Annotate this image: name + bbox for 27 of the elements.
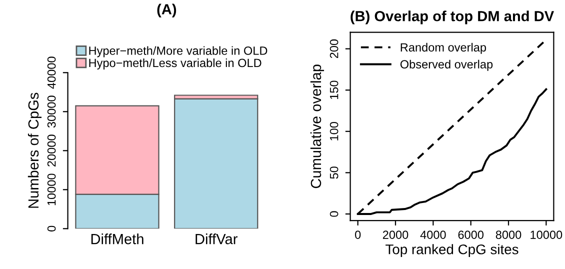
legend-label: Hyper−meth/More variable in OLD xyxy=(89,46,268,58)
y-axis-title: Numbers of CpGs xyxy=(28,92,42,208)
y-tick-label: 200 xyxy=(330,39,338,58)
x-axis-title: Top ranked CpG sites xyxy=(386,244,518,258)
y-tick-label: 40000 xyxy=(47,56,56,89)
x-tick-label: DiffVar xyxy=(196,234,238,244)
y-tick-label: 20000 xyxy=(47,134,56,166)
x-tick-label: 2000 xyxy=(382,230,408,239)
x-tick-label: 8000 xyxy=(496,230,522,239)
chart-title: (A) xyxy=(157,4,176,18)
y-tick-label: 50 xyxy=(330,166,338,179)
x-tick-label: 4000 xyxy=(420,230,446,239)
legend-label: Random overlap xyxy=(400,42,486,54)
legend-label: Observed overlap xyxy=(400,60,493,71)
y-tick-label: 30000 xyxy=(47,96,56,128)
x-tick-label: 0 xyxy=(355,230,361,239)
x-tick-label: 10000 xyxy=(530,230,562,239)
legend-label: Hypo−meth/Less variable in OLD xyxy=(89,58,262,70)
y-tick-label: 100 xyxy=(330,122,338,140)
y-tick-label: 0 xyxy=(47,226,56,232)
x-tick-label: 6000 xyxy=(458,230,484,239)
y-tick-label: 150 xyxy=(330,80,338,100)
y-tick-label: 10000 xyxy=(47,174,56,206)
x-tick-label: DiffMeth xyxy=(91,234,144,244)
y-axis-title: Cumulative overlap xyxy=(310,64,324,188)
y-tick-label: 0 xyxy=(330,211,338,217)
chart-title: (B) Overlap of top DM and DV xyxy=(350,10,554,24)
